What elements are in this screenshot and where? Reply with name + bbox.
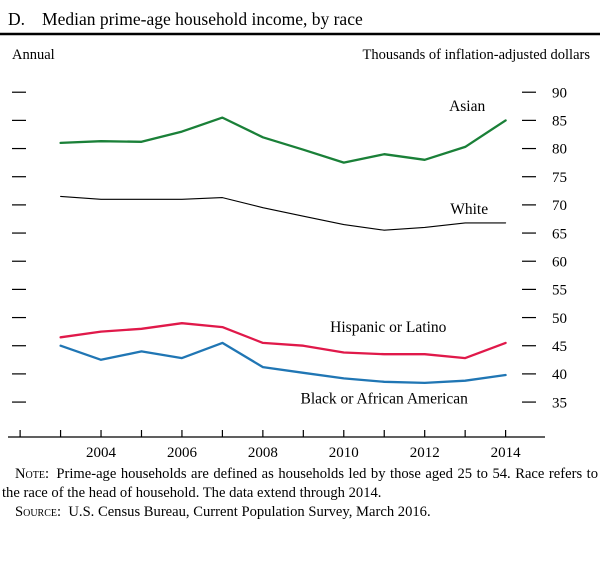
series-line-black-or-african-american — [59, 341, 507, 385]
chart-title-text: Median prime-age household income, by ra… — [42, 9, 363, 29]
ytick-label: 80 — [552, 142, 567, 158]
ytick-label: 85 — [552, 114, 567, 130]
ytick-label: 90 — [552, 85, 567, 101]
series-line-white — [60, 195, 507, 231]
series-label-black-or-african-american: Black or African American — [301, 390, 469, 407]
xtick-label: 2014 — [491, 445, 522, 461]
series-label-hispanic-or-latino: Hispanic or Latino — [330, 319, 446, 336]
income-line-chart: Annual Thousands of inflation-adjusted do… — [0, 32, 600, 461]
note-label: Note: — [15, 466, 50, 482]
source-label: Source: — [15, 503, 62, 520]
note-text: Note: Prime-age households are defined a… — [2, 466, 598, 501]
series-line-hispanic-or-latino — [59, 322, 507, 360]
series-label-white: White — [450, 201, 488, 218]
xtick-label: 2006 — [167, 445, 198, 461]
ytick-label: 55 — [552, 283, 567, 299]
frequency-label: Annual — [12, 47, 55, 63]
series-label-asian: Asian — [449, 98, 485, 115]
ytick-label: 50 — [552, 311, 567, 327]
ytick-label: 65 — [552, 226, 567, 242]
ytick-label: 40 — [552, 367, 567, 383]
xtick-label: 2010 — [329, 445, 359, 461]
xtick-label: 2008 — [248, 445, 278, 461]
source-text: Source: U.S. Census Bureau, Current Popu… — [15, 503, 431, 520]
xtick-label: 2012 — [410, 445, 440, 461]
ytick-label: 45 — [552, 339, 567, 355]
ytick-label: 70 — [552, 198, 567, 214]
series-line-asian — [59, 116, 507, 164]
unit-label: Thousands of inflation-adjusted dollars — [362, 47, 590, 63]
chart-title: D. Median prime-age household income, by … — [0, 0, 600, 31]
ytick-label: 35 — [552, 395, 567, 411]
panel-letter: D. — [8, 9, 26, 29]
ytick-label: 60 — [552, 254, 567, 270]
ytick-label: 75 — [552, 170, 567, 186]
xtick-label: 2004 — [86, 445, 117, 461]
footnotes: Note: Prime-age households are defined a… — [0, 465, 600, 521]
